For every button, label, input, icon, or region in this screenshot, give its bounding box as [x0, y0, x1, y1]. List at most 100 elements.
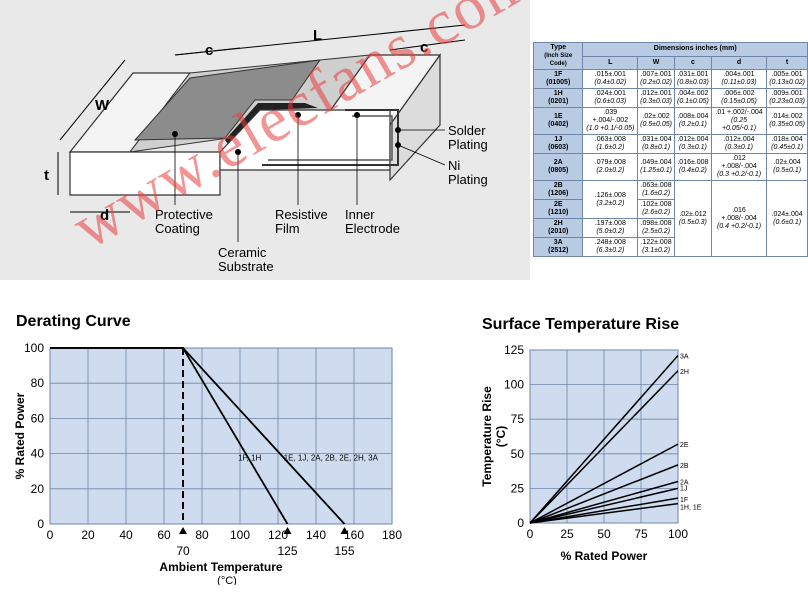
cell-inch: .012±.004: [677, 136, 709, 143]
cell-mm: (0.6±0.1): [773, 218, 802, 226]
cell-mm: (0.3 +0.2/-0.1): [716, 171, 762, 178]
dim-W-line: [59, 59, 126, 141]
type-header-label: Type: [550, 44, 567, 51]
series-label: 2H: [680, 369, 689, 376]
y-axis-unit: (°C): [494, 426, 508, 447]
x-tick-label: 180: [382, 528, 402, 542]
table-cell: .006±.002 (0.15±0.05): [710, 88, 768, 108]
cell-inch: .018±.004: [771, 136, 803, 143]
cell-inch: .02±.004: [773, 159, 801, 166]
y-tick-label: 40: [31, 447, 45, 461]
cell-inch: .049±.004: [640, 159, 672, 166]
type-code: 2E: [553, 201, 563, 208]
dim-c-left-line: [174, 47, 241, 56]
col-L: L: [582, 55, 639, 70]
table-cell: .024±.004 (0.6±0.1): [766, 180, 808, 257]
label-substrate-2: Substrate: [218, 259, 274, 274]
marker-triangle: [283, 527, 292, 534]
table-cell: .079±.008 (2.0±0.2): [582, 153, 639, 181]
cell-mm: (6.3±0.2): [596, 247, 625, 254]
type-inch: (2512): [548, 247, 569, 254]
cell-inch: .039 +.004/-.002: [592, 109, 629, 124]
cell-inch: .122±.008: [640, 239, 672, 246]
series-label: 1J: [680, 485, 687, 492]
y-tick-label: 75: [511, 412, 525, 426]
label-W: W: [95, 97, 110, 114]
table-cell: .018±.004 (0.45±0.1): [766, 134, 808, 154]
type-code: 1J: [554, 136, 563, 143]
x-tick-label: 75: [634, 527, 648, 541]
series-line: [529, 355, 679, 524]
x-tick-label: 0: [47, 528, 54, 542]
table-cell: .02±.002 (0.5±0.05): [637, 107, 675, 135]
cell-inch: .006±.002: [723, 90, 755, 97]
cell-mm: (0.13±0.02): [769, 79, 805, 86]
table-cell: .009±.001 (0.23±0.03): [766, 88, 808, 108]
cell-inch: .063±.008: [594, 136, 626, 143]
series-line: [529, 370, 679, 524]
cell-mm: (0.2±0.02): [640, 79, 672, 86]
table-cell: .005±.001 (0.13±0.02): [766, 69, 808, 89]
table-cell: .012±.004 (0.3±0.1): [673, 134, 712, 154]
table-cell: .012±.004 (0.3±0.1): [710, 134, 768, 154]
cell-mm: (0.11±0.03): [721, 79, 757, 86]
label-substrate-1: Ceramic: [218, 245, 267, 260]
type-cell: 2A (0805): [532, 153, 584, 181]
x-tick-label: 0: [527, 527, 534, 541]
series-label: 1E, 1J, 2A, 2B, 2E, 2H, 3A: [284, 454, 379, 463]
cell-inch: .024±.001: [594, 90, 626, 97]
x-tick-label: 80: [195, 528, 209, 542]
type-code: 1F: [554, 71, 563, 78]
y-tick-label: 25: [511, 481, 525, 495]
label-coating-1: Protective: [155, 207, 213, 222]
cell-mm: (0.35±0.05): [769, 121, 805, 128]
table-cell: .063±.008 (1.6±0.2): [637, 180, 675, 200]
cell-mm: (0.5±0.3): [678, 218, 707, 226]
x-axis-label: Ambient Temperature: [159, 560, 282, 574]
table-cell: .248±.008 (6.3±0.2): [582, 237, 639, 257]
type-inch: (2010): [548, 228, 569, 235]
type-cell: 1F (01005): [532, 69, 584, 89]
table-cell: .102±.008 (2.6±0.2): [637, 199, 675, 219]
cell-mm: (3.1±0.2): [642, 247, 671, 254]
cell-mm: (0.8±0.03): [676, 79, 709, 86]
marker-label: 125: [277, 544, 297, 558]
type-code: 1H: [553, 90, 563, 97]
cell-inch: .008±.004: [677, 113, 709, 120]
label-t: t: [44, 167, 49, 184]
y-tick-label: 20: [31, 482, 45, 496]
temp-rise-title: Surface Temperature Rise: [482, 316, 680, 333]
x-tick-label: 100: [668, 527, 688, 541]
left-terminal-front: [69, 151, 221, 196]
type-inch: (0402): [548, 121, 569, 128]
table-cell: .197±.008 (5.0±0.2): [582, 218, 639, 238]
type-cell: 2H (2010): [532, 218, 584, 238]
series-label: 2E: [680, 442, 689, 449]
cell-mm: (1.25±0.1): [640, 167, 672, 174]
series-line: [50, 347, 346, 525]
table-cell: .007±.001 (0.2±0.02): [637, 69, 675, 89]
cell-inch: .079±.008: [594, 159, 626, 166]
cell-inch: .012 +.008/-.004: [721, 155, 757, 170]
series-label: 1H, 1E: [680, 505, 702, 512]
label-ni-2: Plating: [448, 172, 488, 187]
series-line: [529, 502, 679, 524]
table-cell: .004±.002 (0.1±0.05): [673, 88, 712, 108]
x-tick-label: 25: [560, 527, 574, 541]
table-row: 1J (0603) .063±.008 (1.6±0.2) .031±.004 (0.8±…: [532, 134, 808, 154]
cell-inch: .009±.001: [771, 90, 803, 97]
series-line: [529, 464, 679, 524]
table-cell: .126±.008 (3.2±0.2): [582, 180, 639, 219]
cell-inch: .004±.002: [677, 90, 709, 97]
inner-electrode-line: [268, 115, 393, 161]
table-row: 1H (0201) .024±.001 (0.6±0.03) .012±.001 (0.3…: [532, 88, 808, 108]
type-code: 1E: [553, 113, 563, 120]
type-inch: (0805): [548, 167, 569, 174]
cell-mm: (2.0±0.2): [596, 167, 625, 174]
cell-inch: .007±.001: [640, 71, 672, 78]
cell-mm: (0.2±0.1): [678, 121, 707, 128]
table-cell: .031±.004 (0.8±0.1): [637, 134, 675, 154]
table-row: 2H (2010) .197±.008 (5.0±0.2) .098±.008 (2.5±…: [532, 218, 808, 238]
cell-inch: .012±.004: [723, 136, 755, 143]
y-tick-label: 60: [31, 411, 45, 425]
